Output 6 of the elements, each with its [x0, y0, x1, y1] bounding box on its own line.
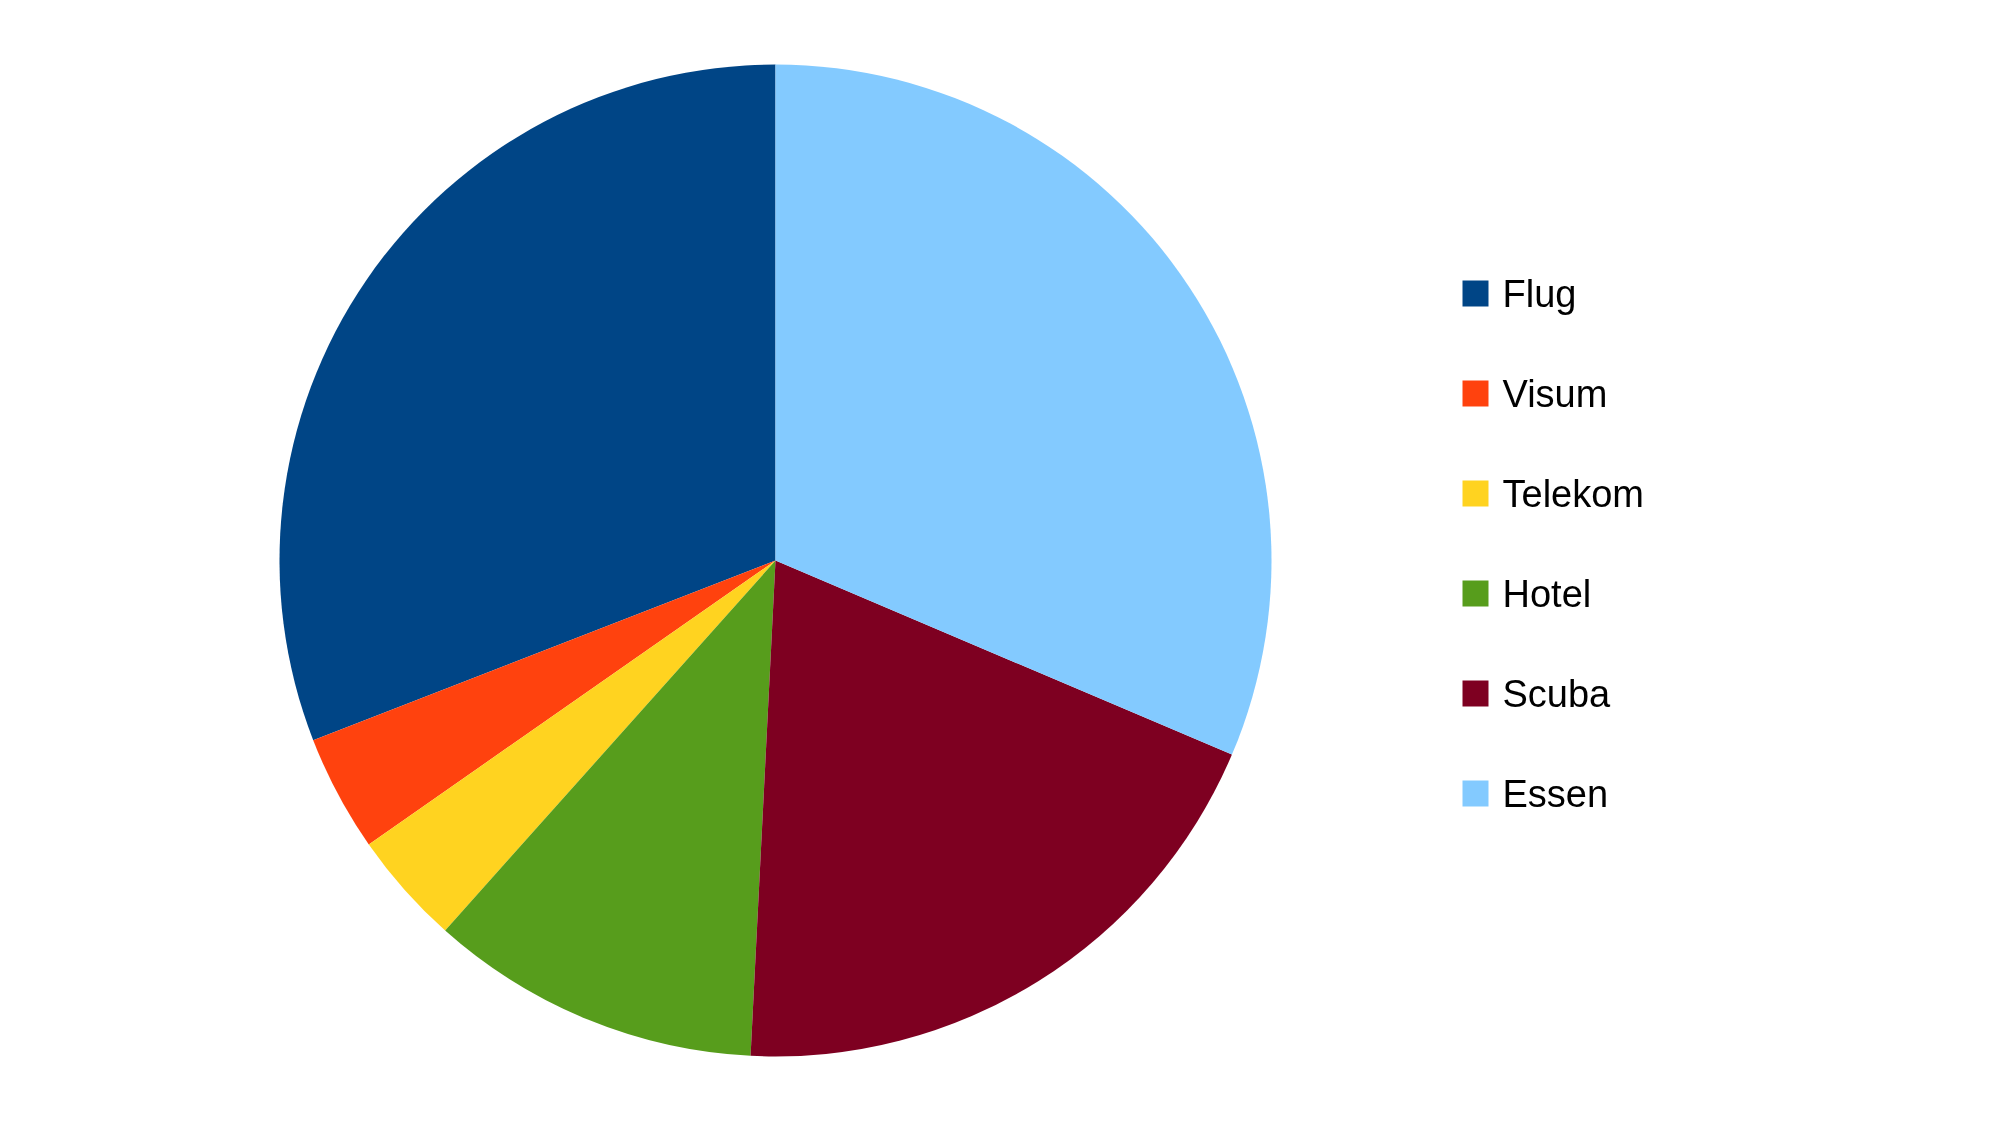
legend-label: Scuba: [1502, 672, 1612, 715]
legend-label: Essen: [1502, 772, 1609, 815]
legend-label: Visum: [1502, 372, 1608, 415]
legend-label: Telekom: [1502, 472, 1644, 515]
legend-label: Hotel: [1502, 572, 1592, 615]
legend-label: Flug: [1502, 272, 1577, 315]
